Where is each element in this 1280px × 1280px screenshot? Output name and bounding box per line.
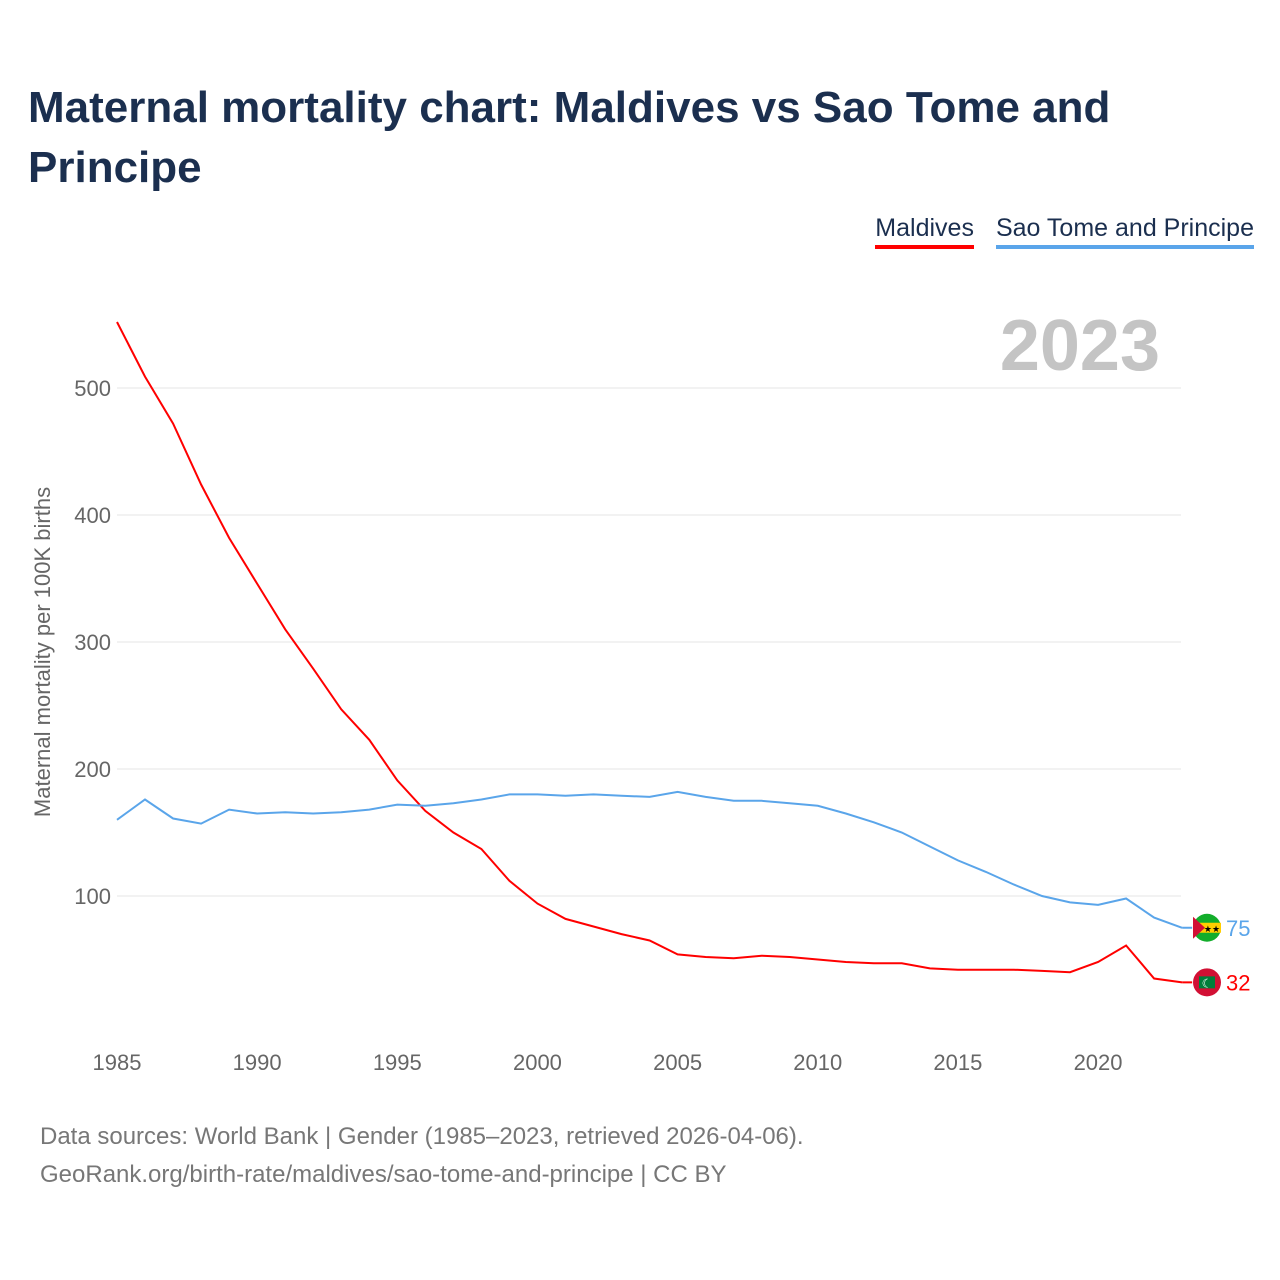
maldives-flag-inner: [1199, 976, 1215, 989]
source-line-2[interactable]: GeoRank.org/birth-rate/maldives/sao-tome…: [40, 1161, 727, 1188]
x-tick-label: 2000: [513, 1050, 562, 1075]
y-tick-label: 200: [74, 757, 111, 782]
x-tick-label: 1990: [233, 1050, 282, 1075]
x-tick-label: 2010: [793, 1050, 842, 1075]
source-note: Data sources: World Bank | Gender (1985–…: [40, 1118, 804, 1194]
source-line-1: Data sources: World Bank | Gender (1985–…: [40, 1123, 804, 1150]
series-line-sao-tome: [116, 790, 1183, 929]
y-tick-label: 400: [74, 503, 111, 528]
crescent-icon: ☾: [1202, 976, 1213, 990]
x-tick-label: 1995: [373, 1050, 422, 1075]
end-value-label: 32: [1226, 970, 1250, 995]
x-tick-label: 2005: [653, 1050, 702, 1075]
y-axis-label: Maternal mortality per 100K births: [30, 487, 55, 817]
x-tick-label: 2015: [933, 1050, 982, 1075]
series-line-maldives: [116, 321, 1183, 984]
y-tick-label: 500: [74, 376, 111, 401]
chart-title: Maternal mortality chart: Maldives vs Sa…: [28, 83, 1111, 192]
x-tick-label: 2020: [1074, 1050, 1123, 1075]
end-value-label: 75: [1226, 916, 1250, 941]
legend-sao-tome[interactable]: Sao Tome and Principe: [995, 214, 1254, 249]
flag-triangle: [1193, 916, 1205, 939]
flag-band: [1193, 922, 1221, 933]
year-watermark: 2023: [1000, 306, 1160, 386]
y-tick-label: 100: [74, 884, 111, 909]
y-tick-label: 300: [74, 630, 111, 655]
stars-icon: ★★: [1204, 924, 1220, 934]
legend: Maldives Sao Tome and Principe: [875, 214, 1254, 249]
legend-maldives[interactable]: Maldives: [875, 214, 974, 249]
x-tick-label: 1985: [93, 1050, 142, 1075]
